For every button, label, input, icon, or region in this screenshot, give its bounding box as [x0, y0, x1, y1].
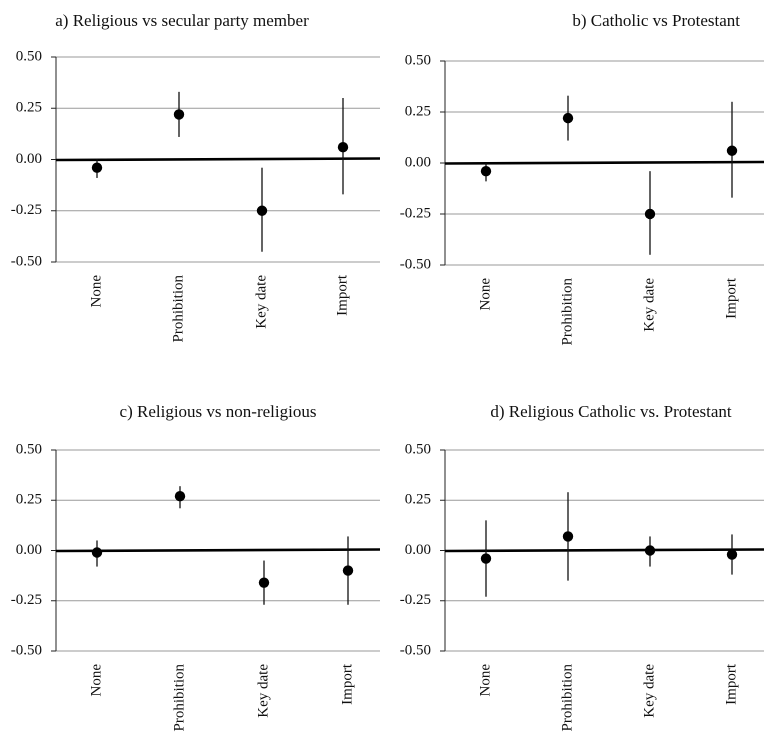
category-label: Import [334, 274, 350, 316]
category-label: Key date [253, 275, 269, 329]
y-tick-label: 0.50 [405, 52, 431, 68]
data-point [562, 112, 574, 124]
category-label: Key date [641, 664, 657, 718]
category-label: None [477, 278, 493, 311]
chart-panel-3: c) Religious vs non-religious 0.50 0.25 0.0… [11, 402, 381, 732]
category-label: None [477, 664, 493, 697]
data-point [256, 205, 268, 216]
category-label: Prohibition [171, 664, 187, 732]
chart-panel-1: a) Religious vs secular party member 0.50… [11, 11, 381, 343]
y-tick-label: -0.50 [400, 256, 431, 272]
chart-title: d) Religious Catholic vs. Protestant [490, 402, 732, 421]
chart-panel-2: b) Catholic vs Protestant 0.50 0.25 0.00 -0.… [400, 11, 764, 346]
y-tick-label: 0.25 [405, 103, 431, 119]
y-tick-label: -0.50 [11, 642, 42, 658]
data-point [91, 547, 103, 558]
y-tick-label: 0.00 [16, 151, 42, 167]
category-label: Key date [255, 664, 271, 718]
data-point [342, 565, 354, 576]
y-tick-label: 0.25 [405, 492, 431, 508]
data-point [337, 142, 349, 153]
data-point [480, 165, 492, 177]
category-label: Prohibition [170, 275, 186, 343]
zero-line [444, 548, 764, 553]
y-tick-label: -0.50 [11, 253, 42, 269]
y-tick-label: 0.25 [16, 492, 42, 508]
data-point [644, 545, 656, 556]
chart-title: b) Catholic vs Protestant [572, 11, 740, 30]
y-tick-label: 0.50 [16, 441, 42, 457]
category-label: None [88, 275, 104, 308]
zero-line [55, 548, 381, 553]
data-point [726, 145, 738, 156]
y-tick-label: -0.25 [11, 202, 42, 218]
chart-title: a) Religious vs secular party member [55, 11, 309, 30]
y-tick-label: -0.25 [400, 205, 431, 221]
data-point [726, 549, 738, 560]
data-point [174, 491, 186, 502]
y-tick-label: 0.50 [405, 441, 431, 457]
y-tick-label: 0.00 [405, 542, 431, 558]
category-label: Prohibition [559, 278, 575, 346]
data-point [644, 208, 656, 220]
category-label: Import [339, 663, 355, 705]
data-point [91, 162, 103, 173]
data-point [562, 531, 574, 542]
y-tick-label: -0.50 [400, 642, 431, 658]
category-label: Import [723, 663, 739, 705]
chart-title: c) Religious vs non-religious [120, 402, 317, 421]
category-label: Import [723, 277, 739, 319]
y-tick-label: 0.00 [405, 154, 431, 170]
y-tick-label: 0.00 [16, 542, 42, 558]
y-tick-label: 0.25 [16, 100, 42, 116]
data-point [480, 553, 492, 564]
y-tick-label: -0.25 [400, 592, 431, 608]
category-label: Prohibition [559, 664, 575, 732]
category-label: None [88, 664, 104, 697]
category-label: Key date [641, 278, 657, 332]
y-tick-label: -0.25 [11, 592, 42, 608]
data-point [173, 109, 185, 120]
y-tick-label: 0.50 [16, 48, 42, 64]
zero-line [55, 157, 381, 162]
zero-line [444, 160, 764, 165]
data-point [258, 577, 270, 588]
chart-panel-4: d) Religious Catholic vs. Protestant 0.50… [400, 402, 764, 732]
